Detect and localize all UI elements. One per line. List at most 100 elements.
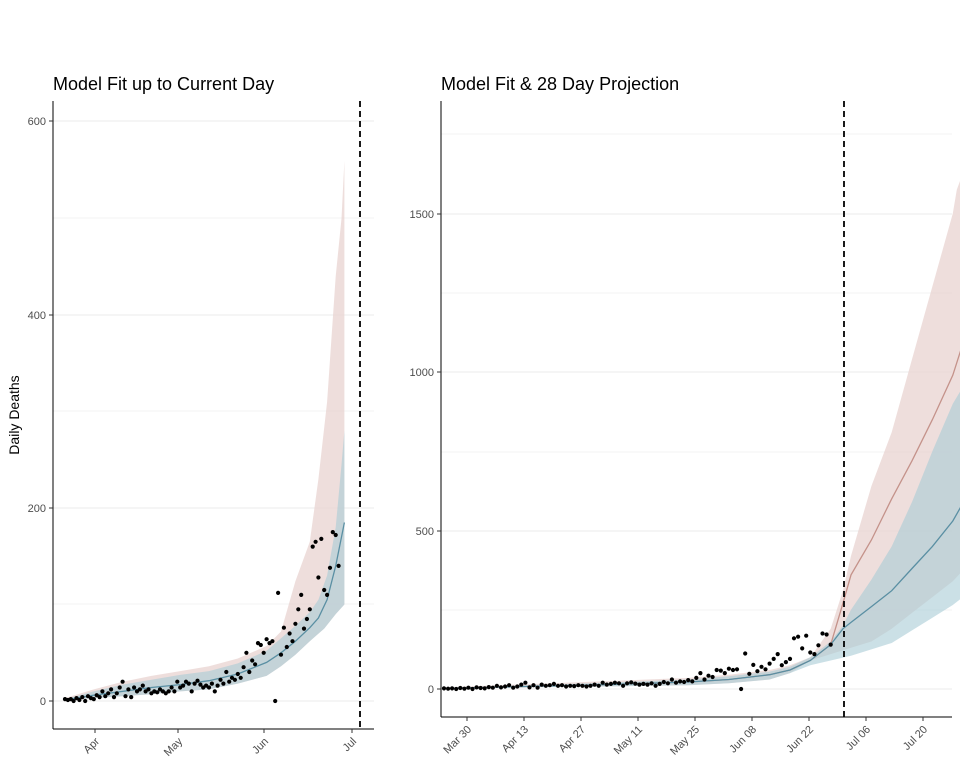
data-point xyxy=(637,682,642,687)
data-point xyxy=(446,686,451,691)
data-point xyxy=(109,687,114,692)
data-point xyxy=(276,590,281,596)
data-point xyxy=(547,683,552,688)
y-tick-label: 0 xyxy=(428,684,434,696)
data-point xyxy=(519,682,524,687)
data-point xyxy=(181,683,186,688)
data-point xyxy=(462,686,467,691)
data-point xyxy=(555,683,561,688)
data-point xyxy=(474,685,479,690)
data-point xyxy=(625,681,630,686)
data-point xyxy=(490,685,495,690)
data-point xyxy=(273,698,278,704)
data-point xyxy=(608,681,614,687)
data-point xyxy=(296,607,301,612)
data-point xyxy=(641,681,646,687)
data-point xyxy=(482,686,487,691)
data-point xyxy=(787,656,793,662)
data-point xyxy=(515,684,520,689)
data-point xyxy=(227,679,232,684)
data-point xyxy=(665,681,671,686)
data-point xyxy=(100,689,105,694)
data-point xyxy=(206,685,212,690)
data-point xyxy=(281,625,286,630)
data-point xyxy=(612,680,618,685)
data-point xyxy=(616,681,622,686)
y-tick-label: 1500 xyxy=(410,209,434,221)
data-point xyxy=(310,544,315,549)
x-tick-label: May xyxy=(162,735,186,759)
data-point xyxy=(576,683,581,688)
data-point xyxy=(166,689,171,694)
data-point xyxy=(325,592,330,598)
data-point xyxy=(621,683,626,688)
data-point xyxy=(327,565,333,570)
data-point xyxy=(527,685,532,690)
data-point xyxy=(559,683,565,688)
data-point xyxy=(686,678,691,683)
data-point xyxy=(722,671,727,676)
x-tick-label: Apr 13 xyxy=(500,724,531,755)
x-tick-label: Jul 06 xyxy=(844,724,873,753)
data-point xyxy=(278,652,284,657)
data-point xyxy=(551,681,557,687)
data-point xyxy=(568,683,573,688)
data-point xyxy=(511,685,516,690)
data-point xyxy=(645,682,650,687)
data-point xyxy=(235,671,240,677)
data-point xyxy=(539,682,544,687)
x-tick-label: Jun xyxy=(250,736,271,757)
data-point xyxy=(212,689,217,694)
data-point xyxy=(77,697,82,703)
data-point xyxy=(596,683,601,688)
data-point xyxy=(767,661,772,666)
data-point xyxy=(592,682,597,687)
data-point xyxy=(486,685,491,690)
data-point xyxy=(775,652,780,657)
data-point xyxy=(111,695,117,700)
data-point xyxy=(140,683,145,688)
data-point xyxy=(743,651,748,656)
data-point xyxy=(828,642,833,647)
data-point xyxy=(498,685,504,690)
data-point xyxy=(103,694,108,699)
data-point xyxy=(126,687,131,692)
data-point xyxy=(649,681,654,686)
data-point xyxy=(466,685,471,690)
data-point xyxy=(175,679,180,684)
data-point xyxy=(653,683,658,688)
data-point xyxy=(478,685,483,691)
data-point xyxy=(224,669,229,675)
data-point xyxy=(673,680,679,685)
data-point xyxy=(824,632,829,637)
data-point xyxy=(241,665,246,670)
data-point xyxy=(316,575,321,580)
data-point xyxy=(523,680,528,685)
data-point xyxy=(299,592,304,598)
data-point xyxy=(71,698,76,704)
x-tick-label: Apr xyxy=(82,735,103,756)
data-point xyxy=(494,683,499,688)
data-point xyxy=(132,685,137,690)
data-point xyxy=(137,687,142,692)
data-point xyxy=(123,694,128,699)
data-point xyxy=(209,681,214,686)
x-tick-label: May 25 xyxy=(668,724,702,758)
data-point xyxy=(215,683,220,688)
data-point xyxy=(507,683,512,688)
x-tick-label: Jun 08 xyxy=(727,724,759,756)
data-point xyxy=(669,677,675,682)
data-point xyxy=(313,539,318,544)
data-point xyxy=(470,686,475,692)
data-point xyxy=(270,639,275,644)
data-point xyxy=(304,616,309,622)
data-point xyxy=(189,689,194,694)
data-point xyxy=(600,680,605,685)
data-point xyxy=(307,607,312,612)
data-point xyxy=(702,677,707,682)
data-point xyxy=(759,664,764,669)
data-point xyxy=(572,684,577,689)
data-point xyxy=(284,644,289,650)
data-point xyxy=(186,681,191,686)
data-point xyxy=(146,687,151,692)
